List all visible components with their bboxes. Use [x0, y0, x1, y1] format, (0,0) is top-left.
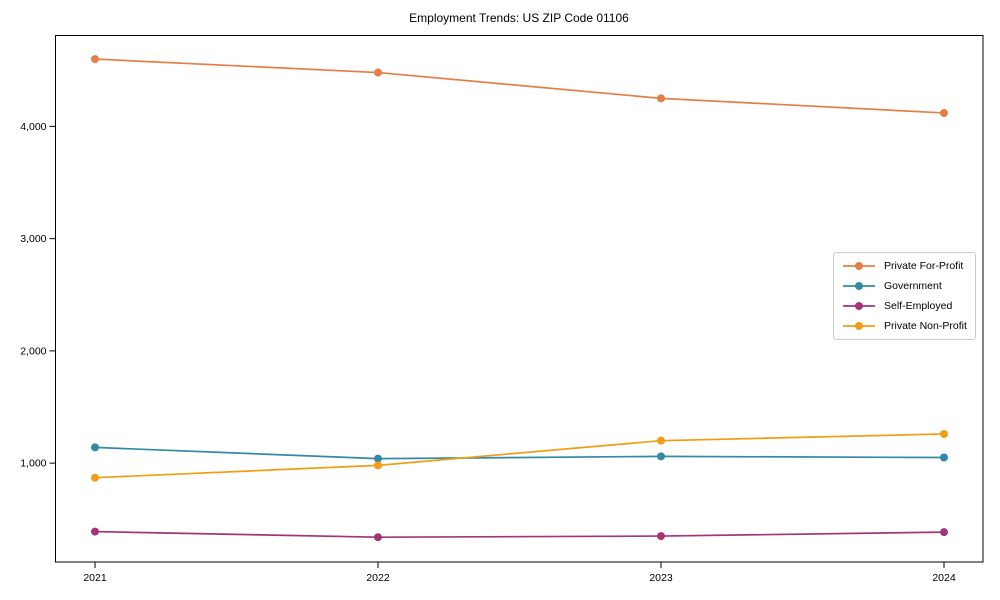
- data-point-marker: [91, 527, 99, 536]
- legend-label: Private For-Profit: [884, 260, 964, 272]
- data-point-marker: [657, 452, 665, 461]
- y-tick-label: 4,000: [20, 121, 46, 133]
- legend-label: Government: [884, 280, 942, 292]
- data-point-marker: [940, 528, 948, 537]
- series-line: [94, 58, 945, 114]
- data-point-marker: [374, 461, 382, 470]
- legend-entry: Self-Employed: [842, 300, 969, 312]
- data-point-marker: [940, 429, 948, 438]
- plot-frame: [55, 35, 984, 563]
- data-point-marker: [374, 454, 382, 463]
- legend-entry: Government: [842, 280, 969, 292]
- x-tick-label: 2021: [83, 572, 107, 584]
- legend-entry: Private Non-Profit: [842, 320, 969, 332]
- data-point-marker: [940, 108, 948, 117]
- legend-swatch-icon: [843, 322, 875, 330]
- legend-label: Self-Employed: [884, 300, 953, 312]
- x-tick-label: 2024: [932, 572, 956, 584]
- data-point-marker: [940, 453, 948, 462]
- data-point-marker: [374, 68, 382, 77]
- legend-label: Private Non-Profit: [884, 320, 967, 332]
- y-tick-label: 1,000: [20, 458, 46, 470]
- y-tick-label: 3,000: [20, 233, 46, 245]
- data-point-marker: [657, 94, 665, 103]
- data-point-marker: [657, 436, 665, 445]
- data-point-marker: [91, 443, 99, 452]
- chart-title: Employment Trends: US ZIP Code 01106: [409, 11, 629, 25]
- legend: Private For-Profit Government Self-Employe…: [833, 252, 976, 340]
- series-line: [94, 433, 945, 479]
- y-tick-label: 2,000: [20, 345, 46, 357]
- series-line: [94, 446, 945, 460]
- data-point-marker: [657, 532, 665, 541]
- legend-swatch-icon: [843, 302, 875, 310]
- legend-swatch-icon: [843, 282, 875, 290]
- data-point-marker: [91, 55, 99, 64]
- x-tick-label: 2022: [366, 572, 390, 584]
- series-line: [94, 530, 945, 539]
- legend-entry: Private For-Profit: [842, 260, 969, 272]
- x-tick-label: 2023: [649, 572, 673, 584]
- legend-swatch-icon: [843, 262, 875, 270]
- data-point-marker: [91, 473, 99, 482]
- data-point-marker: [374, 533, 382, 542]
